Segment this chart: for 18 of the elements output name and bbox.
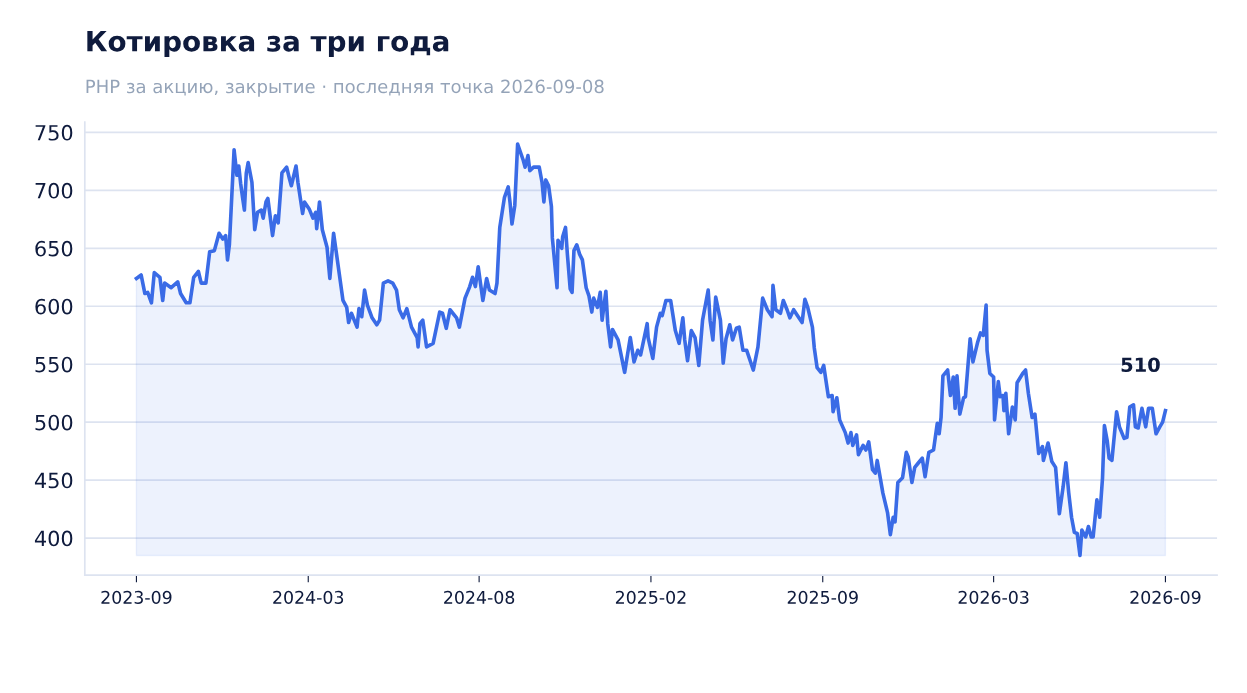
y-tick-label: 600: [35, 298, 73, 315]
x-tick-label: 2026-03: [958, 590, 1029, 604]
y-tick-label: 700: [35, 182, 73, 199]
x-tick-label: 2025-02: [615, 590, 686, 604]
x-tick-label: 2025-09: [787, 590, 858, 604]
annotation: 510: [1121, 357, 1160, 373]
x-tick-label: 2024-08: [444, 590, 515, 604]
y-tick-label: 400: [34, 530, 73, 547]
chart-title: Котировка за три года: [87, 31, 449, 58]
x-tick-label: 2023-09: [101, 590, 172, 604]
y-tick-label: 750: [35, 124, 73, 141]
y-tick-label: 500: [35, 414, 73, 431]
y-tick-label: 650: [35, 240, 73, 257]
y-tick-label: 450: [34, 472, 73, 489]
x-tick-label: 2024-03: [273, 590, 344, 604]
chart-subtitle: PHP за акцию, закрытие · последняя точка 2026-09-08: [86, 79, 604, 97]
y-tick-label: 550: [35, 356, 73, 373]
x-tick-label: 2026-09: [1130, 590, 1201, 604]
